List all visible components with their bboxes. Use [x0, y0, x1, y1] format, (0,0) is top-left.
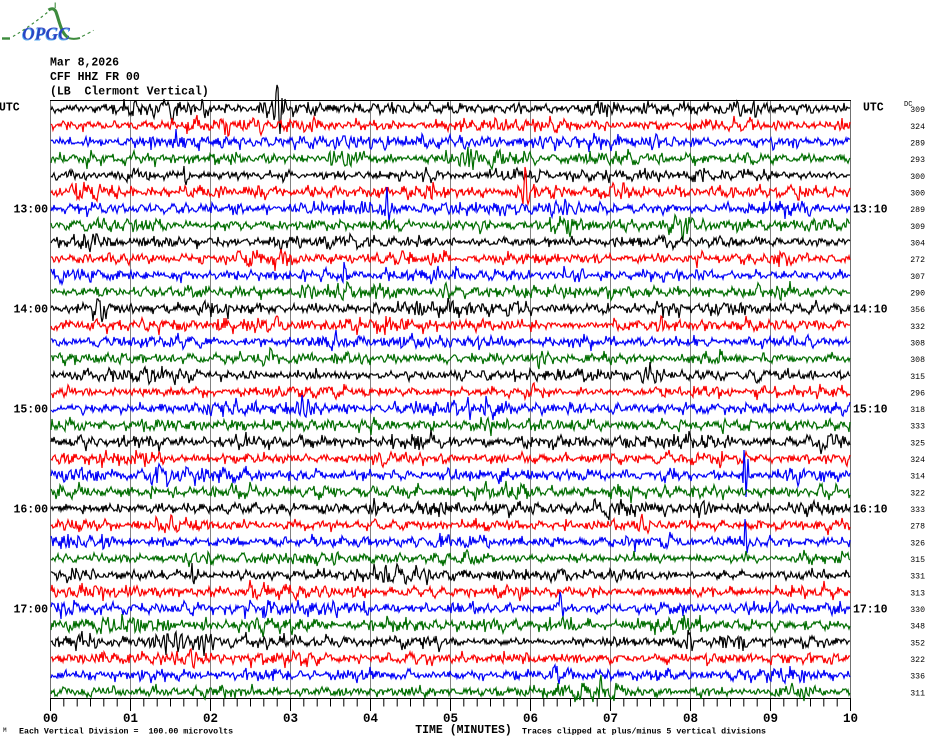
svg-text:14:10: 14:10: [853, 304, 888, 317]
svg-text:300: 300: [910, 173, 925, 182]
svg-text:352: 352: [910, 639, 925, 648]
svg-text:Each Vertical Division = 100.: Each Vertical Division = 100.00 microvol…: [19, 727, 233, 737]
svg-text:16:00: 16:00: [13, 503, 48, 516]
svg-text:330: 330: [910, 606, 925, 615]
svg-text:309: 309: [910, 223, 925, 232]
svg-text:315: 315: [910, 556, 925, 565]
svg-text:278: 278: [910, 523, 925, 532]
svg-text:15:10: 15:10: [853, 404, 888, 417]
svg-text:336: 336: [910, 673, 925, 682]
svg-text:01: 01: [123, 712, 138, 726]
svg-text:04: 04: [363, 712, 379, 726]
svg-text:06: 06: [523, 712, 538, 726]
svg-text:333: 333: [910, 506, 925, 515]
svg-text:UTC: UTC: [863, 102, 884, 115]
svg-text:324: 324: [910, 456, 925, 465]
svg-text:02: 02: [203, 712, 218, 726]
svg-text:304: 304: [910, 240, 925, 249]
svg-text:17:00: 17:00: [13, 603, 48, 616]
svg-text:13:10: 13:10: [853, 204, 888, 217]
svg-text:309: 309: [910, 106, 925, 115]
svg-text:326: 326: [910, 539, 925, 548]
svg-text:313: 313: [910, 589, 925, 598]
svg-text:307: 307: [910, 273, 925, 282]
svg-text:315: 315: [910, 373, 925, 382]
svg-text:311: 311: [910, 689, 925, 698]
svg-text:356: 356: [910, 306, 925, 315]
svg-text:348: 348: [910, 623, 925, 632]
svg-text:308: 308: [910, 356, 925, 365]
svg-text:296: 296: [910, 389, 925, 398]
svg-text:09: 09: [763, 712, 778, 726]
svg-text:M: M: [3, 727, 7, 734]
svg-text:Traces clipped at plus/minus 5: Traces clipped at plus/minus 5 vertical …: [522, 727, 766, 737]
svg-text:Mar 8,2026: Mar 8,2026: [50, 57, 119, 70]
svg-text:05: 05: [443, 712, 458, 726]
svg-text:300: 300: [910, 190, 925, 199]
svg-text:10: 10: [843, 712, 858, 726]
svg-text:16:10: 16:10: [853, 503, 888, 516]
svg-text:OPGC: OPGC: [22, 24, 70, 44]
svg-text:322: 322: [910, 656, 925, 665]
svg-text:13:00: 13:00: [13, 204, 48, 217]
svg-text:324: 324: [910, 123, 925, 132]
svg-text:UTC: UTC: [0, 102, 20, 115]
svg-text:15:00: 15:00: [13, 404, 48, 417]
svg-text:322: 322: [910, 489, 925, 498]
svg-text:290: 290: [910, 290, 925, 299]
svg-text:318: 318: [910, 406, 925, 415]
svg-text:OPGC: OPGC: [22, 25, 70, 45]
svg-text:08: 08: [683, 712, 698, 726]
svg-text:289: 289: [910, 140, 925, 149]
svg-text:03: 03: [283, 712, 298, 726]
svg-text:308: 308: [910, 339, 925, 348]
svg-text:17:10: 17:10: [853, 603, 888, 616]
svg-text:272: 272: [910, 256, 925, 265]
svg-text:14:00: 14:00: [13, 304, 48, 317]
svg-text:(LB Clermont Vertical): (LB Clermont Vertical): [50, 86, 209, 99]
svg-text:333: 333: [910, 423, 925, 432]
svg-text:325: 325: [910, 439, 925, 448]
svg-text:289: 289: [910, 206, 925, 215]
svg-text:CFF HHZ FR 00: CFF HHZ FR 00: [50, 71, 140, 84]
svg-text:TIME (MINUTES): TIME (MINUTES): [415, 724, 512, 737]
svg-text:332: 332: [910, 323, 925, 332]
svg-text:331: 331: [910, 573, 925, 582]
svg-text:00: 00: [43, 712, 58, 726]
svg-text:07: 07: [603, 712, 618, 726]
svg-text:314: 314: [910, 473, 925, 482]
svg-text:DC: DC: [904, 101, 912, 109]
svg-text:293: 293: [910, 156, 925, 165]
